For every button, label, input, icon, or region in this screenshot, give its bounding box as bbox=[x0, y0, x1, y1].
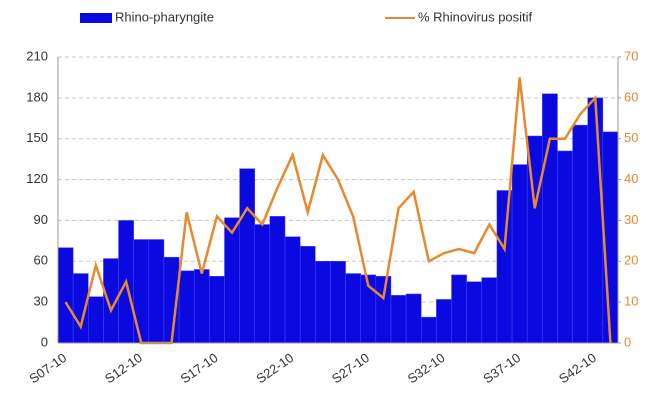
bar bbox=[481, 277, 498, 344]
bar bbox=[511, 164, 528, 344]
bar bbox=[390, 295, 407, 344]
y-tick-label: 180 bbox=[26, 89, 48, 104]
bar bbox=[133, 239, 150, 344]
y-tick-label: 150 bbox=[26, 130, 48, 145]
y2-tick-label: 50 bbox=[624, 130, 638, 145]
x-tick-label: S12-10 bbox=[102, 350, 145, 386]
y-tick-label: 0 bbox=[41, 334, 48, 349]
y-tick-label: 60 bbox=[34, 253, 48, 268]
bar bbox=[587, 97, 604, 344]
y2-tick-label: 0 bbox=[624, 334, 631, 349]
bar bbox=[542, 93, 558, 344]
y-tick-label: 120 bbox=[26, 171, 48, 186]
x-tick-label: S42-10 bbox=[556, 350, 599, 386]
bar bbox=[193, 269, 210, 344]
bar bbox=[148, 239, 165, 344]
bar bbox=[315, 261, 331, 344]
bar bbox=[436, 299, 452, 344]
bar bbox=[375, 276, 392, 344]
bar bbox=[299, 246, 316, 344]
y-tick-label: 90 bbox=[34, 212, 48, 227]
bar bbox=[466, 281, 483, 344]
bar bbox=[284, 236, 301, 344]
bar bbox=[88, 296, 104, 344]
bar bbox=[557, 150, 573, 344]
y2-tick-label: 60 bbox=[624, 89, 638, 104]
x-tick-label: S17-10 bbox=[178, 350, 221, 386]
bar bbox=[209, 276, 225, 344]
legend-label: % Rhinovirus positif bbox=[418, 9, 533, 24]
bar bbox=[345, 273, 361, 344]
bar bbox=[57, 247, 74, 344]
bar bbox=[269, 216, 286, 344]
y2-tick-label: 30 bbox=[624, 212, 638, 227]
y2-tick-label: 40 bbox=[624, 171, 638, 186]
bar bbox=[178, 270, 195, 344]
legend-swatch bbox=[80, 13, 112, 23]
y-tick-label: 30 bbox=[34, 294, 48, 309]
bar bbox=[330, 261, 346, 344]
bar bbox=[254, 224, 271, 344]
x-tick-label: S27-10 bbox=[329, 350, 372, 386]
bar bbox=[451, 274, 467, 344]
bar bbox=[496, 190, 513, 344]
legend-label: Rhino-pharyngite bbox=[115, 9, 214, 24]
x-tick-label: S22-10 bbox=[253, 350, 296, 386]
bar bbox=[239, 168, 256, 344]
bar bbox=[420, 316, 437, 344]
y-tick-label: 210 bbox=[26, 48, 48, 63]
bar bbox=[224, 217, 240, 344]
x-tick-label: S32-10 bbox=[405, 350, 448, 386]
bar bbox=[572, 124, 588, 344]
x-tick-label: S37-10 bbox=[480, 350, 523, 386]
bar bbox=[405, 293, 422, 344]
y2-tick-label: 20 bbox=[624, 253, 638, 268]
x-tick-label: S07-10 bbox=[26, 350, 69, 386]
y2-tick-label: 70 bbox=[624, 48, 638, 63]
y2-tick-label: 10 bbox=[624, 294, 638, 309]
